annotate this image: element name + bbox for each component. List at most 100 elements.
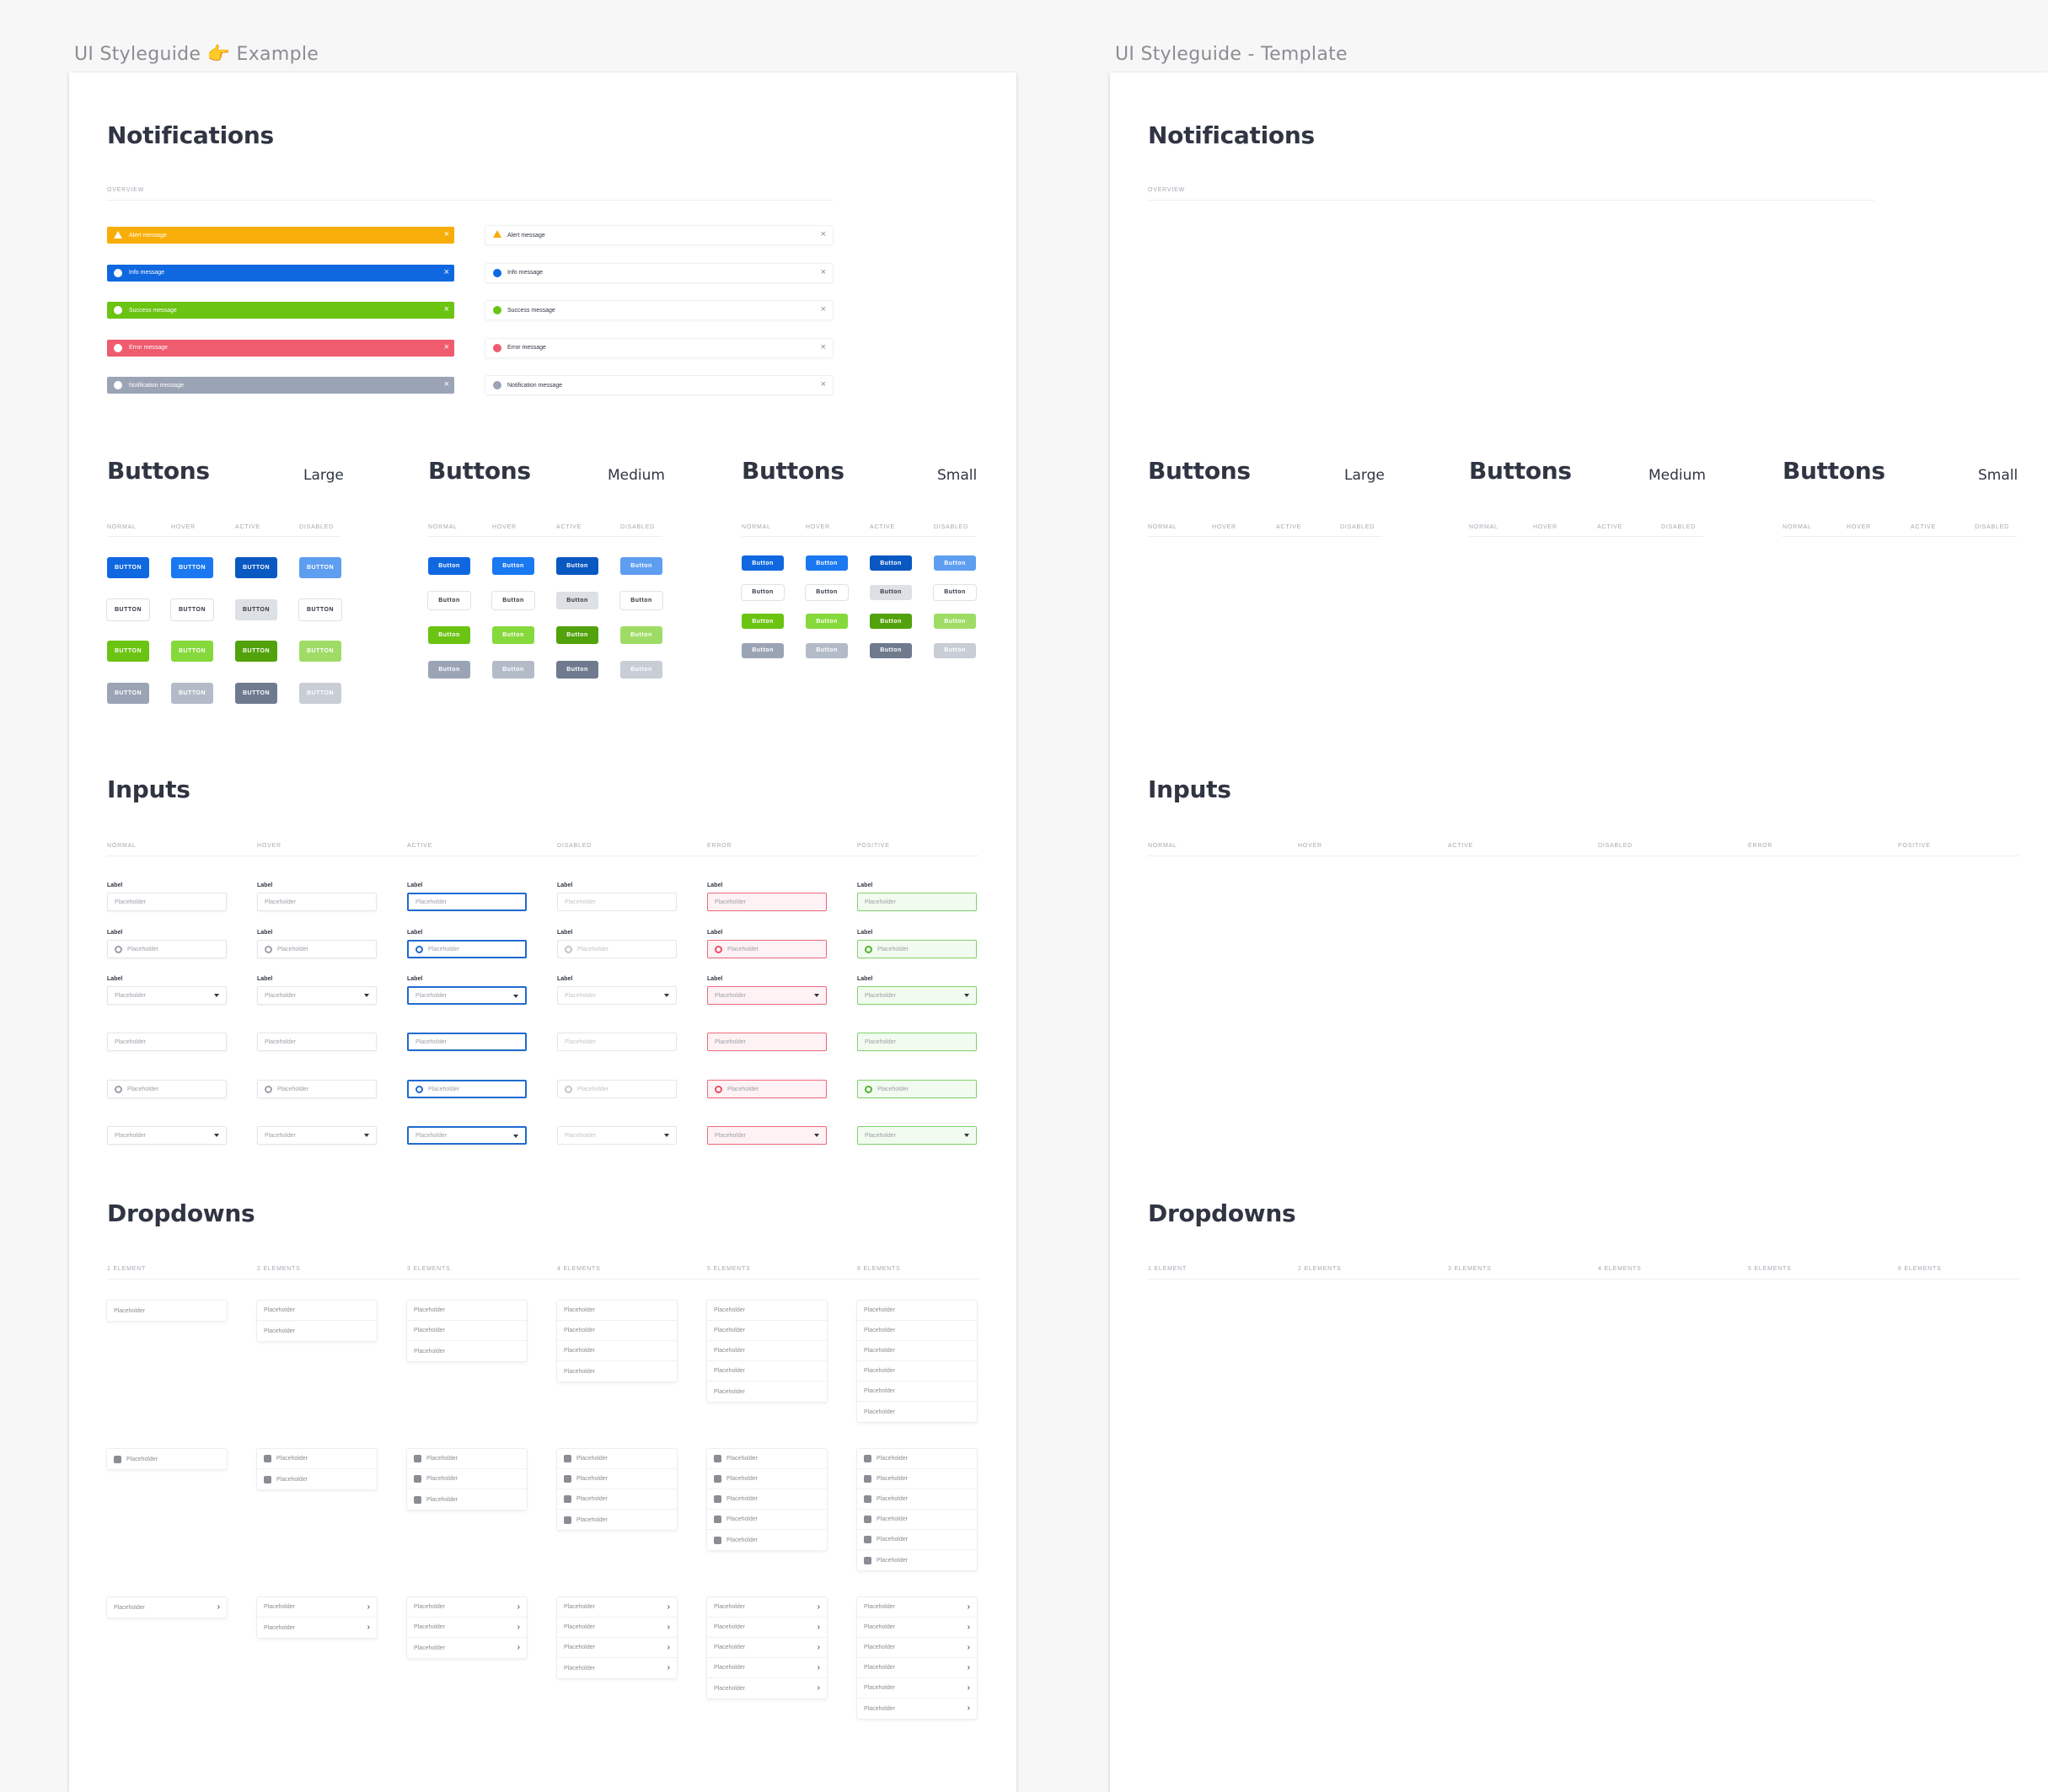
dropdown-menu[interactable]: Placeholder Placeholder Placeholder Placeho… [857,1301,977,1422]
dropdown-menu[interactable]: Placeholder Placeholder Placeholder Placeho… [557,1449,677,1530]
text-input[interactable]: Placeholder [857,1080,977,1098]
select-input[interactable]: Placeholder [257,986,377,1005]
button-active[interactable]: Button [556,557,598,575]
dropdown-menu[interactable]: Placeholder Placeholder Placeholder Placeho… [707,1301,827,1402]
dropdown-menu[interactable]: Placeholder › Placeholder › [257,1597,377,1638]
dropdown-item[interactable]: Placeholder › [557,1597,677,1618]
text-input[interactable]: Placeholder [707,1080,827,1098]
button-disabled[interactable]: BUTTON [299,682,341,704]
close-icon[interactable]: × [443,266,449,277]
dropdown-item[interactable]: Placeholder [407,1301,527,1321]
button-disabled[interactable]: BUTTON [299,598,341,620]
text-input[interactable]: Placeholder [107,1033,227,1051]
dropdown-item[interactable]: Placeholder [707,1489,827,1510]
dropdown-item[interactable]: Placeholder › [857,1597,977,1618]
close-icon[interactable]: × [443,229,449,239]
dropdown-item[interactable]: Placeholder [557,1321,677,1341]
text-input[interactable]: Placeholder [857,893,977,911]
dropdown-item[interactable]: Placeholder [857,1449,977,1469]
dropdown-item[interactable]: Placeholder [557,1301,677,1321]
dropdown-item[interactable]: Placeholder [557,1510,677,1530]
button-disabled[interactable]: Button [934,642,976,658]
button-active[interactable]: Button [556,592,598,609]
dropdown-menu[interactable]: Placeholder › [107,1597,227,1618]
button-normal[interactable]: Button [428,557,470,575]
button-active[interactable]: Button [870,555,912,571]
dropdown-item[interactable]: Placeholder › [857,1618,977,1638]
dropdown-menu[interactable]: Placeholder Placeholder [257,1449,377,1489]
button-hover[interactable]: Button [492,661,534,679]
text-input[interactable]: Placeholder [407,1080,527,1098]
dropdown-item[interactable]: Placeholder [257,1469,377,1489]
dropdown-menu[interactable]: Placeholder › Placeholder › Placeholder › Plac… [707,1597,827,1698]
text-input[interactable]: Placeholder [557,893,677,911]
button-hover[interactable]: Button [492,592,534,609]
dropdown-item[interactable]: Placeholder › [407,1638,527,1658]
select-input[interactable]: Placeholder [257,1126,377,1145]
dropdown-menu[interactable]: Placeholder › Placeholder › Placeholder › [407,1597,527,1658]
dropdown-item[interactable]: Placeholder [857,1361,977,1382]
text-input[interactable]: Placeholder [257,1033,377,1051]
dropdown-menu[interactable]: Placeholder [107,1301,227,1321]
text-input[interactable]: Placeholder [857,1033,977,1051]
button-normal[interactable]: Button [742,642,784,658]
dropdown-item[interactable]: Placeholder [857,1321,977,1341]
button-normal[interactable]: Button [428,592,470,609]
button-normal[interactable]: BUTTON [107,682,149,704]
button-normal[interactable]: Button [742,584,784,600]
dropdown-item[interactable]: Placeholder [707,1321,827,1341]
dropdown-item[interactable]: Placeholder [857,1469,977,1489]
button-disabled[interactable]: Button [934,555,976,571]
dropdown-item[interactable]: Placeholder › [557,1638,677,1658]
close-icon[interactable]: × [820,266,826,277]
dropdown-item[interactable]: Placeholder [707,1510,827,1530]
dropdown-item[interactable]: Placeholder [857,1550,977,1570]
button-active[interactable]: Button [556,661,598,679]
button-disabled[interactable]: BUTTON [299,557,341,578]
dropdown-menu[interactable]: Placeholder Placeholder Placeholder [407,1301,527,1361]
button-active[interactable]: BUTTON [235,641,277,662]
button-disabled[interactable]: Button [620,626,662,644]
dropdown-item[interactable]: Placeholder [857,1489,977,1510]
button-active[interactable]: Button [870,584,912,600]
dropdown-item[interactable]: Placeholder › [107,1597,227,1618]
dropdown-item[interactable]: Placeholder › [707,1658,827,1678]
dropdown-item[interactable]: Placeholder [107,1301,227,1321]
dropdown-item[interactable]: Placeholder › [857,1658,977,1678]
button-active[interactable]: BUTTON [235,598,277,620]
button-normal[interactable]: BUTTON [107,557,149,578]
dropdown-item[interactable]: Placeholder [107,1449,227,1469]
button-normal[interactable]: Button [428,626,470,644]
button-active[interactable]: BUTTON [235,682,277,704]
dropdown-item[interactable]: Placeholder › [707,1678,827,1698]
dropdown-item[interactable]: Placeholder [407,1449,527,1469]
text-input[interactable]: Placeholder [707,893,827,911]
dropdown-item[interactable]: Placeholder › [707,1618,827,1638]
button-hover[interactable]: Button [492,626,534,644]
select-input[interactable]: Placeholder [557,986,677,1005]
button-disabled[interactable]: Button [620,592,662,609]
text-input[interactable]: Placeholder [257,1080,377,1098]
button-disabled[interactable]: Button [934,614,976,629]
button-active[interactable]: Button [870,614,912,629]
close-icon[interactable]: × [443,304,449,314]
dropdown-item[interactable]: Placeholder [407,1321,527,1341]
dropdown-item[interactable]: Placeholder [857,1510,977,1530]
close-icon[interactable]: × [443,379,449,389]
dropdown-item[interactable]: Placeholder [407,1489,527,1510]
dropdown-item[interactable]: Placeholder › [407,1618,527,1638]
text-input[interactable]: Placeholder [557,940,677,958]
dropdown-item[interactable]: Placeholder [257,1321,377,1341]
close-icon[interactable]: × [820,341,826,352]
dropdown-item[interactable]: Placeholder [857,1341,977,1361]
dropdown-item[interactable]: Placeholder [857,1301,977,1321]
dropdown-item[interactable]: Placeholder › [257,1618,377,1638]
text-input[interactable]: Placeholder [557,1080,677,1098]
dropdown-item[interactable]: Placeholder › [707,1597,827,1618]
select-input[interactable]: Placeholder [707,1126,827,1145]
text-input[interactable]: Placeholder [857,940,977,958]
button-normal[interactable]: Button [742,555,784,571]
close-icon[interactable]: × [443,341,449,352]
dropdown-item[interactable]: Placeholder › [857,1638,977,1658]
button-hover[interactable]: Button [806,642,848,658]
